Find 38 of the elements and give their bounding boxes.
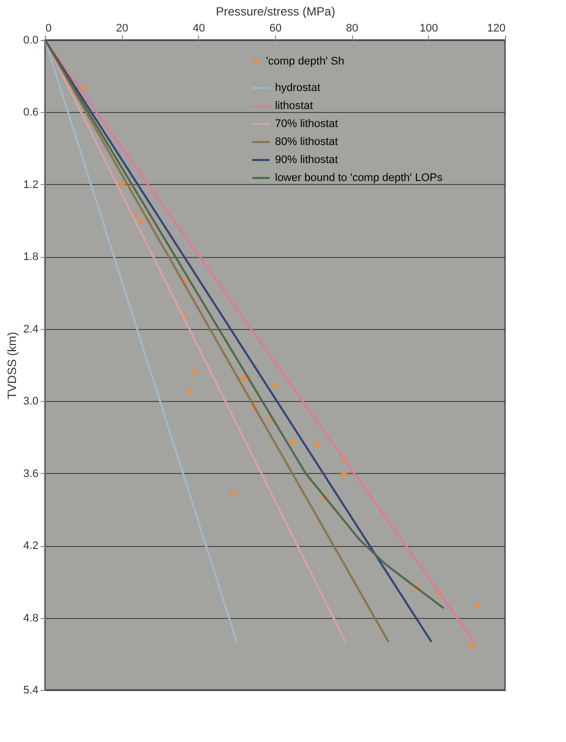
- y-tick-label: 4.2: [23, 540, 38, 552]
- x-tick-label: 60: [269, 22, 282, 34]
- legend-label: 90% lithostat: [275, 154, 338, 166]
- x-tick-label: 80: [346, 22, 358, 34]
- y-tick-label: 0.0: [23, 34, 38, 46]
- x-tick-label: 120: [487, 22, 506, 34]
- point: [474, 602, 481, 609]
- point: [186, 388, 194, 395]
- point: [230, 490, 236, 497]
- point: [289, 438, 296, 446]
- x-tick-label: 0: [46, 22, 52, 34]
- point: [340, 471, 348, 478]
- legend-label: 70% lithostat: [275, 118, 338, 130]
- x-tick-label: 100: [420, 22, 438, 34]
- legend-label: 80% lithostat: [275, 136, 338, 148]
- y-tick-label: 1.8: [23, 251, 38, 264]
- x-tick-label: 20: [116, 22, 128, 34]
- y-tick-label: 3.6: [23, 468, 38, 480]
- point: [118, 181, 125, 188]
- legend-label: lithostat: [275, 100, 313, 112]
- y-tick-label: 4.8: [23, 612, 38, 624]
- legend-label: hydrostat: [275, 82, 320, 94]
- y-tick-label: 0.6: [23, 106, 38, 119]
- y-axis-title: TVDSS (km): [5, 332, 20, 400]
- point: [240, 375, 248, 382]
- legend-label: 'comp depth' Sh: [266, 56, 344, 68]
- legend-label: lower bound to 'comp depth' LOPs: [275, 172, 443, 184]
- point: [314, 441, 320, 448]
- point: [138, 217, 144, 224]
- y-tick-label: 1.2: [23, 178, 38, 191]
- y-tick-label: 2.4: [23, 323, 38, 336]
- x-tick-label: 40: [192, 22, 205, 34]
- point: [467, 642, 474, 649]
- point: [272, 382, 278, 389]
- x-axis-title: Pressure/stress (MPa): [216, 4, 336, 18]
- y-tick-label: 5.4: [23, 684, 38, 696]
- y-tick-label: 3.0: [23, 396, 38, 408]
- point: [191, 369, 198, 376]
